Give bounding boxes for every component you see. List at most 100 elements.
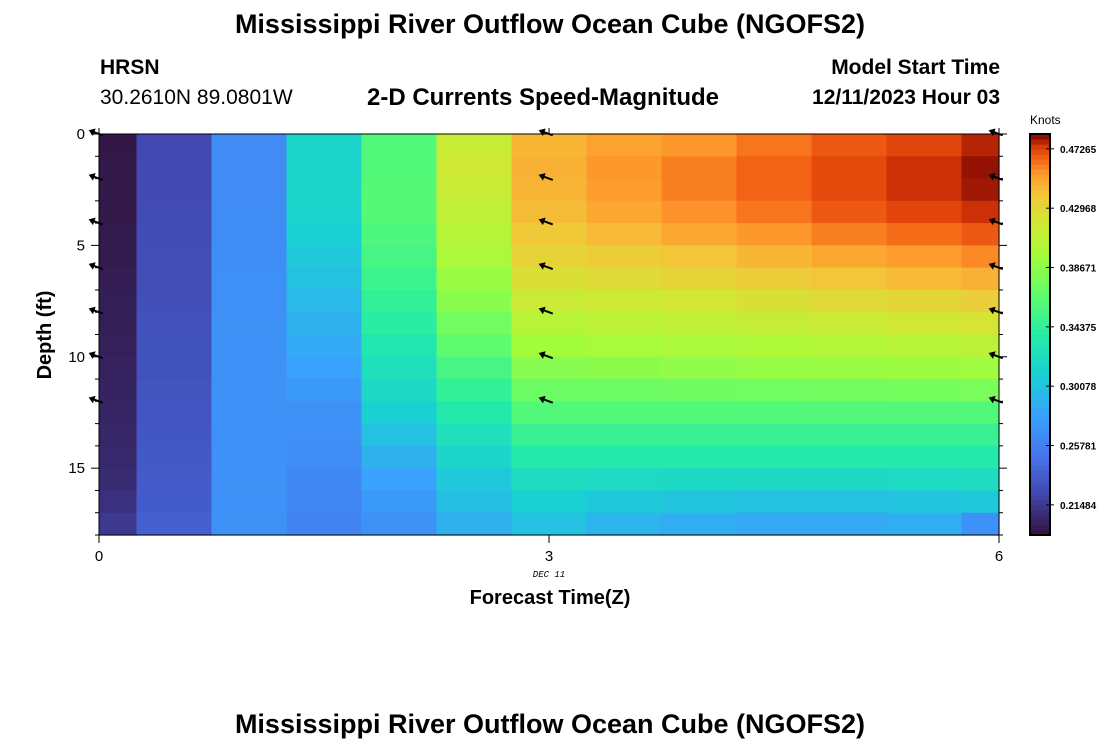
heatmap-cell — [886, 312, 963, 336]
heatmap-cell — [661, 289, 738, 313]
heatmap-cell — [286, 312, 363, 336]
heatmap-cell — [361, 200, 438, 224]
colorbar-segment — [1030, 364, 1050, 371]
heatmap-cell — [886, 245, 963, 269]
heatmap-cell — [586, 401, 663, 425]
heatmap-cell — [736, 490, 813, 514]
heatmap-cell — [436, 223, 513, 246]
colorbar-segment — [1030, 339, 1050, 346]
heatmap-cell — [736, 178, 813, 202]
colorbar-segment — [1030, 499, 1050, 506]
heatmap-cell — [361, 289, 438, 313]
heatmap-cell — [961, 267, 1000, 291]
current-vector — [538, 306, 554, 315]
colorbar-segment — [1030, 374, 1050, 381]
colorbar-segment — [1030, 489, 1050, 496]
heatmap-cell — [811, 267, 888, 291]
heatmap-cell — [136, 379, 213, 402]
colorbar-tick-label: 0.38671 — [1060, 264, 1097, 275]
colorbar-segment — [1030, 444, 1050, 451]
heatmap-cell — [436, 178, 513, 202]
heatmap-cell — [211, 245, 288, 269]
heatmap-cell — [361, 423, 438, 447]
colorbar-segment — [1030, 379, 1050, 386]
colorbar-segment — [1030, 219, 1050, 225]
model-start-label: Model Start Time — [831, 56, 1000, 79]
y-tick-label: 10 — [68, 349, 85, 366]
heatmap-cell — [736, 200, 813, 224]
heatmap-cell — [361, 356, 438, 380]
heatmap-cell — [886, 134, 963, 157]
heatmap-cell — [136, 156, 213, 180]
heatmap-cell — [136, 312, 213, 336]
colorbar-segment — [1030, 524, 1050, 531]
x-tick-label: 0 — [95, 548, 103, 565]
colorbar-segment — [1030, 269, 1050, 275]
heatmap-cell — [961, 445, 1000, 469]
heatmap-cell — [436, 468, 513, 492]
heatmap-cell — [961, 178, 1000, 202]
heatmap-cell — [511, 512, 588, 536]
heatmap-cell — [286, 445, 363, 469]
colorbar-segment — [1030, 474, 1050, 481]
colorbar-segment — [1030, 519, 1050, 526]
heatmap-cell — [361, 312, 438, 336]
colorbar-segment — [1030, 434, 1050, 441]
heatmap-cell — [661, 156, 738, 180]
heatmap-cell — [99, 512, 138, 536]
colorbar-segment — [1030, 529, 1050, 536]
colorbar-segment — [1030, 259, 1050, 265]
current-vector — [88, 395, 104, 404]
heatmap-cell — [886, 356, 963, 380]
heatmap-cell — [361, 267, 438, 291]
colorbar-segment — [1030, 149, 1050, 155]
heatmap-cell — [736, 356, 813, 380]
heatmap-cell — [361, 512, 438, 536]
x-tick-label: 3 — [545, 548, 553, 565]
current-vector — [538, 262, 554, 270]
heatmap-cells — [99, 134, 1000, 536]
heatmap-cell — [961, 334, 1000, 358]
colorbar-segment — [1030, 494, 1050, 501]
heatmap-cell — [961, 423, 1000, 447]
current-vector — [538, 395, 554, 404]
current-vector — [988, 217, 1004, 226]
colorbar-segment — [1030, 314, 1050, 321]
colorbar-segment — [1030, 204, 1050, 210]
heatmap-cell — [136, 356, 213, 380]
heatmap-cell — [586, 134, 663, 157]
heatmap-cell — [586, 356, 663, 380]
colorbar-segment — [1030, 209, 1050, 215]
colorbar-segment — [1030, 504, 1050, 511]
model-start-value: 12/11/2023 Hour 03 — [812, 86, 1000, 109]
heatmap-cell — [511, 289, 588, 313]
heatmap-cell — [811, 178, 888, 202]
heatmap-cell — [586, 312, 663, 336]
heatmap-cell — [586, 289, 663, 313]
heatmap-cell — [99, 223, 138, 246]
current-vector — [88, 128, 104, 137]
heatmap-cell — [99, 267, 138, 291]
heatmap-cell — [361, 379, 438, 402]
heatmap-cell — [586, 200, 663, 224]
heatmap-cell — [361, 445, 438, 469]
heatmap-cell — [136, 245, 213, 269]
heatmap-cell — [961, 356, 1000, 380]
colorbar-segment — [1030, 424, 1050, 431]
y-tick-label: 5 — [77, 237, 85, 254]
heatmap-cell — [99, 156, 138, 180]
heatmap-cell — [286, 267, 363, 291]
heatmap-cell — [286, 223, 363, 246]
heatmap-cell — [361, 223, 438, 246]
heatmap-cell — [661, 178, 738, 202]
colorbar-segment — [1030, 449, 1050, 456]
colorbar-segment — [1030, 369, 1050, 376]
heatmap-cell — [361, 245, 438, 269]
heatmap-cell — [286, 401, 363, 425]
heatmap-cell — [211, 223, 288, 246]
colorbar-segment — [1030, 174, 1050, 180]
heatmap-cell — [211, 200, 288, 224]
heatmap-cell — [736, 289, 813, 313]
heatmap-cell — [811, 379, 888, 402]
y-axis-label: Depth (ft) — [34, 291, 56, 380]
